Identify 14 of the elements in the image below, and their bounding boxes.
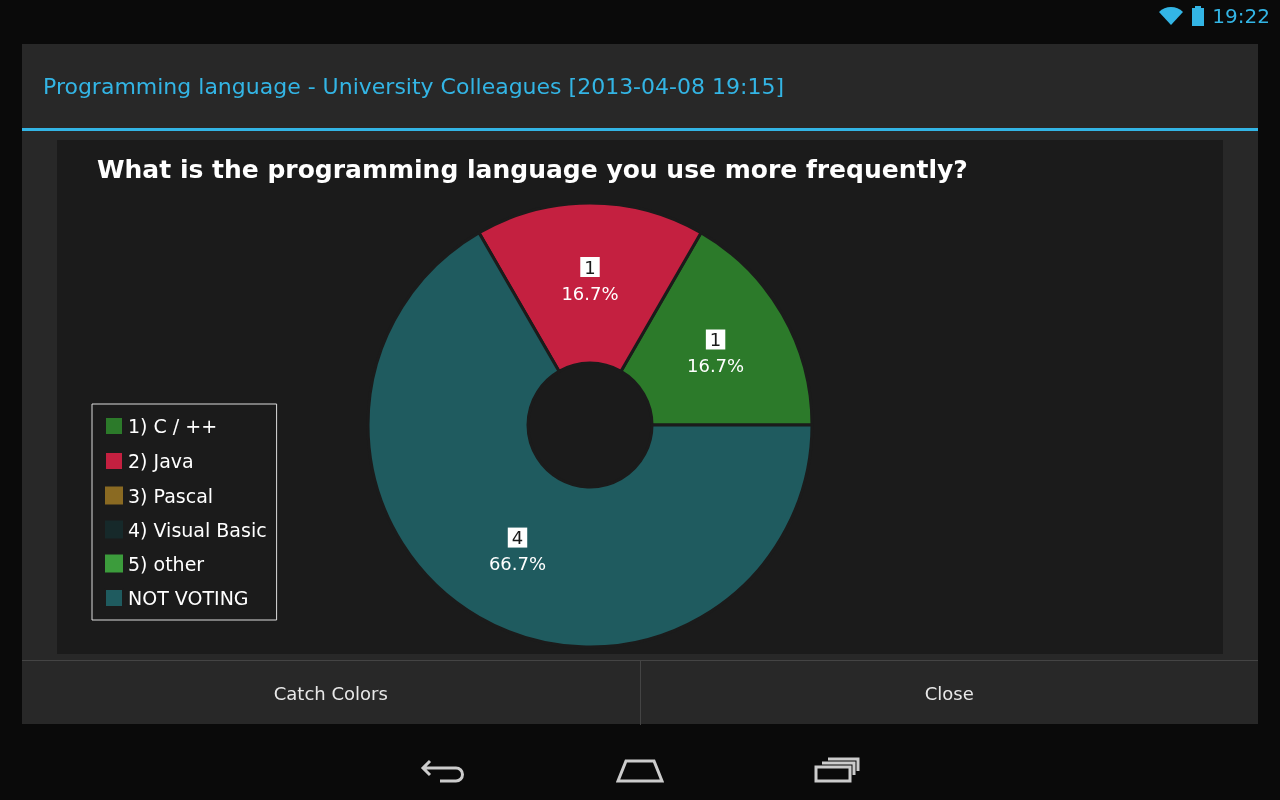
chart-title: What is the programming language you use more frequently? bbox=[97, 155, 968, 184]
text: 19:22 bbox=[1212, 4, 1270, 28]
legend-label: 5) other bbox=[128, 552, 205, 575]
legend-label: 2) Java bbox=[128, 450, 194, 472]
legend-label: 3) Pascal bbox=[128, 484, 214, 507]
data-label: 1 16.7% bbox=[686, 329, 745, 376]
data-label: 1 16.7% bbox=[561, 256, 619, 304]
chart-subtitle: Programming language - University Colleagues [2013-04-08 19:15] bbox=[43, 74, 784, 99]
legend-label: NOT VOTING bbox=[128, 587, 249, 609]
text: Catch Colors bbox=[22, 661, 641, 725]
legend-label: 4) Visual Basic bbox=[128, 518, 267, 541]
legend-label: 1) C / ++ bbox=[128, 415, 218, 437]
text: Close bbox=[923, 681, 975, 706]
data-label: 4 66.7% bbox=[488, 527, 547, 575]
